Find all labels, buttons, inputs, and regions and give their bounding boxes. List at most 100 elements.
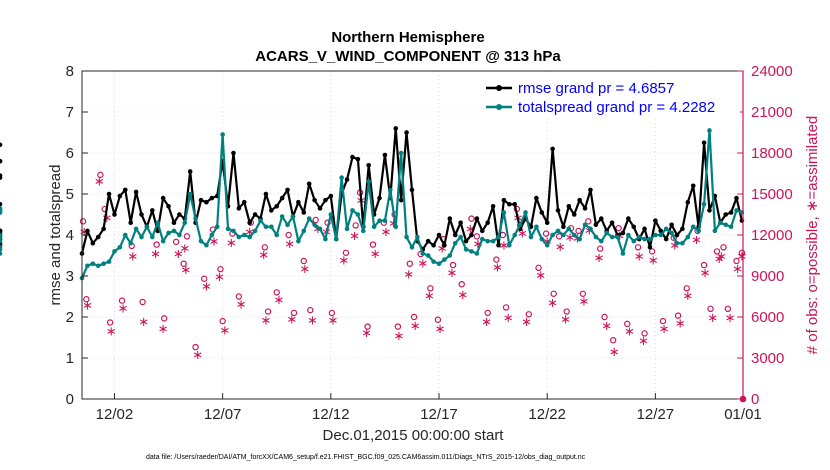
series-point-spread (485, 238, 490, 244)
series-point-rmse (626, 216, 631, 221)
series-point-rmse (344, 177, 350, 182)
series-point-rmse (0, 175, 3, 180)
series-point-spread (139, 234, 144, 240)
obs-assimilated-point: ∗ (94, 174, 105, 189)
series-point-rmse (117, 193, 123, 199)
obs-assimilated-point: ∗ (79, 225, 90, 240)
obs-possible-point (264, 308, 272, 315)
series-point-rmse (95, 234, 101, 240)
series-point-spread (155, 220, 161, 225)
y2-tick-label: 6000 (751, 309, 784, 326)
series-point-spread (409, 245, 415, 250)
series-point-spread (0, 247, 3, 252)
obs-assimilated-point: ∗ (118, 301, 129, 316)
series-point-spread (106, 259, 112, 264)
obs-assimilated-point: ∗ (634, 250, 645, 265)
series-point-rmse (620, 230, 626, 236)
series-point-rmse (452, 232, 458, 238)
series-point-rmse (133, 189, 139, 195)
series-point-rmse (680, 226, 685, 232)
series-point-rmse (166, 204, 171, 209)
series-point-spread (539, 236, 545, 242)
series-point-spread (0, 210, 3, 215)
obs-assimilated-point: ∗ (284, 237, 295, 252)
obs-possible-point (312, 216, 319, 224)
series-point-rmse (663, 236, 669, 242)
obs-possible-point (161, 315, 168, 322)
series-point-rmse (409, 187, 415, 193)
series-point-rmse (209, 195, 215, 201)
series-point-rmse (447, 216, 453, 221)
obs-assimilated-point: ∗ (101, 211, 112, 226)
obs-possible-point (217, 265, 224, 273)
series-point-rmse (160, 195, 166, 201)
series-point-spread (0, 234, 3, 240)
series-point-rmse (204, 199, 209, 205)
obs-assimilated-point: ∗ (82, 299, 93, 314)
obs-assimilated-point: ∗ (424, 289, 435, 304)
series-point-spread (323, 236, 328, 242)
series-point-spread (398, 150, 404, 156)
series-point-spread (609, 234, 615, 240)
y2-tick-label: 0 (751, 391, 759, 408)
obs-assimilated-point: ∗ (564, 230, 575, 245)
series-point-spread (252, 228, 258, 234)
obs-possible-point (449, 261, 457, 269)
series-point-spread (355, 212, 361, 217)
series-point-rmse (0, 158, 3, 164)
x-tick-label: 12/22 (528, 406, 566, 423)
series-point-spread (707, 128, 712, 133)
series-point-spread (452, 240, 458, 246)
obs-assimilated-point: ∗ (465, 222, 476, 237)
obs-assimilated-point: ∗ (258, 248, 269, 263)
series-point-spread (150, 234, 155, 240)
series-point-rmse (539, 210, 545, 215)
obs-possible-point (493, 256, 500, 263)
series-point-rmse (479, 228, 485, 234)
series-point-rmse (469, 232, 474, 238)
obs-assimilated-point: ∗ (127, 250, 138, 265)
obs-possible-point (579, 290, 587, 297)
obs-possible-point (201, 275, 208, 282)
series-point-spread (377, 218, 382, 223)
obs-possible-point (648, 248, 656, 255)
series-point-spread (615, 234, 620, 240)
footnote: data file: /Users/raeder/DAI/ATM_forcXX/… (146, 454, 586, 461)
obs-assimilated-point: ∗ (394, 329, 405, 344)
series-point-spread (528, 234, 534, 240)
series-point-rmse (647, 245, 653, 250)
obs-possible-point (550, 290, 557, 297)
series-point-rmse (0, 142, 3, 148)
series-point-spread (566, 226, 572, 232)
y2-tick-label: 3000 (751, 350, 784, 367)
series-point-spread (317, 226, 323, 232)
series-point-rmse (723, 212, 728, 217)
series-point-rmse (128, 220, 133, 225)
series-point-rmse (269, 208, 274, 213)
series-point-rmse (485, 220, 490, 225)
series-point-spread (344, 226, 350, 232)
series-point-rmse (171, 220, 177, 225)
series-point-rmse (306, 181, 312, 187)
obs-assimilated-point: ∗ (307, 314, 318, 329)
series-point-spread (388, 187, 393, 193)
series-point-spread (301, 228, 307, 234)
series-point-spread (658, 232, 664, 238)
obs-assimilated-point: ∗ (201, 280, 212, 295)
obs-possible-point (342, 249, 350, 256)
series-point-rmse (241, 199, 247, 205)
series-point-spread (296, 238, 301, 244)
obs-possible-point (307, 306, 314, 314)
series-point-spread (555, 228, 561, 234)
series-point-spread (177, 232, 182, 238)
obs-possible-point (563, 308, 570, 315)
series-point-rmse (236, 206, 242, 211)
series-point-spread (685, 234, 691, 240)
series-point-spread (442, 257, 447, 262)
legend-marker-rmse (496, 85, 502, 91)
obs-assimilated-point: ∗ (273, 293, 284, 308)
series-point-spread (258, 218, 263, 223)
obs-assimilated-point: ∗ (736, 250, 747, 265)
series-point-spread (696, 228, 701, 234)
series-point-rmse (263, 191, 269, 197)
